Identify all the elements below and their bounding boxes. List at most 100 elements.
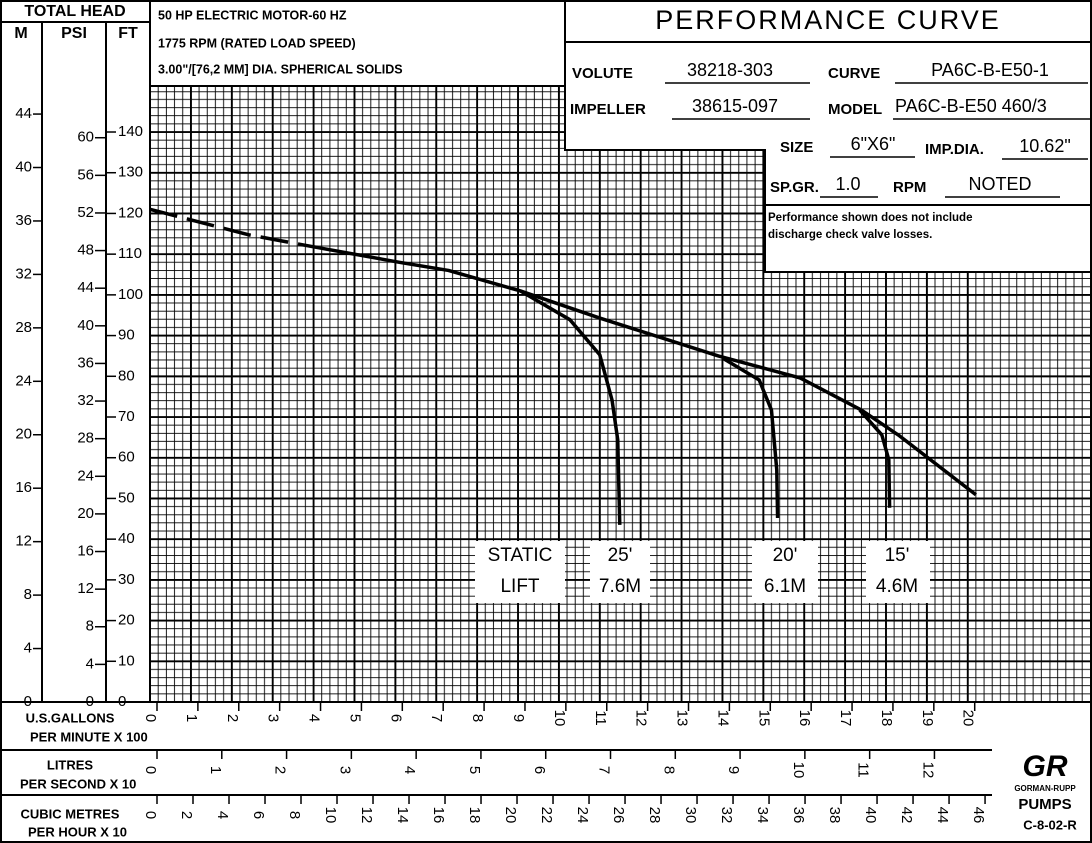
unit-label: M <box>14 25 27 42</box>
y-tick-label: 4 <box>86 655 94 672</box>
x-tick-label: 18 <box>878 710 895 727</box>
y-tick-label: 16 <box>77 542 94 559</box>
field-value: NOTED <box>969 174 1032 194</box>
x-tick-label: 46 <box>970 807 987 824</box>
x-tick-label: 10 <box>322 807 339 824</box>
x-tick-label: 28 <box>646 807 663 824</box>
x-tick-label: 44 <box>934 807 951 824</box>
field-value: 6"X6" <box>851 134 896 154</box>
x-tick-label: 0 <box>142 714 159 722</box>
y-tick-label: 28 <box>15 319 32 336</box>
y-tick-label: 90 <box>118 327 135 344</box>
x-tick-label: 6 <box>250 811 267 819</box>
x-tick-label: 12 <box>358 807 375 824</box>
y-tick-label: 56 <box>77 166 94 183</box>
y-tick-label: 16 <box>15 479 32 496</box>
y-tick-label: 0 <box>24 693 32 710</box>
y-tick-label: 40 <box>77 317 94 334</box>
x-tick-label: 5 <box>346 714 363 722</box>
y-tick-label: 60 <box>77 129 94 146</box>
motor-box <box>149 0 566 87</box>
x-tick-label: 32 <box>718 807 735 824</box>
x-tick-label: 10 <box>790 762 807 779</box>
y-tick-label: 20 <box>118 612 135 629</box>
y-tick-label: 44 <box>15 105 32 122</box>
x-axis-label: PER HOUR X 10 <box>28 824 127 839</box>
drawing-code: C-8-02-R <box>1023 817 1077 832</box>
y-tick-label: 40 <box>118 530 135 547</box>
field-value: 38615-097 <box>692 96 778 116</box>
y-tick-label: 8 <box>86 618 94 635</box>
x-tick-label: 7 <box>596 766 613 774</box>
x-tick-label: 4 <box>214 811 231 819</box>
x-tick-label: 40 <box>862 807 879 824</box>
x-tick-label: 14 <box>394 807 411 824</box>
x-tick-label: 3 <box>265 714 282 722</box>
x-tick-label: 42 <box>898 807 915 824</box>
field-value: 1.0 <box>835 174 860 194</box>
y-tick-label: 20 <box>77 505 94 522</box>
y-tick-label: 60 <box>118 449 135 466</box>
label-box <box>752 541 818 603</box>
x-tick-label: 15 <box>755 710 772 727</box>
y-tick-label: 50 <box>118 489 135 506</box>
x-tick-label: 22 <box>538 807 555 824</box>
x-axis-label: CUBIC METRES <box>21 806 120 821</box>
x-tick-label: 36 <box>790 807 807 824</box>
y-tick-label: 4 <box>24 640 32 657</box>
y-tick-label: 130 <box>118 164 143 181</box>
x-tick-label: 2 <box>224 714 241 722</box>
y-tick-label: 48 <box>77 242 94 259</box>
logo-text: GORMAN-RUPP <box>1014 784 1076 793</box>
x-tick-label: 34 <box>754 807 771 824</box>
x-axis-label: PER MINUTE X 100 <box>30 729 148 744</box>
y-tick-label: 120 <box>118 204 143 221</box>
y-tick-label: 8 <box>24 586 32 603</box>
x-tick-label: 20 <box>502 807 519 824</box>
unit-label: PSI <box>61 25 87 42</box>
note: Performance shown does not include <box>768 212 972 224</box>
field-label: SIZE <box>780 139 813 156</box>
y-tick-label: 100 <box>118 286 143 303</box>
y-tick-label: 110 <box>118 245 142 262</box>
y-tick-label: 32 <box>77 392 94 409</box>
x-tick-label: 10 <box>551 710 568 727</box>
x-tick-label: 8 <box>660 766 677 774</box>
x-tick-label: 13 <box>674 710 691 727</box>
head-curve <box>721 356 780 519</box>
x-tick-label: 11 <box>855 762 872 778</box>
y-tick-label: 24 <box>77 467 94 484</box>
x-tick-label: 1 <box>207 766 224 774</box>
y-tick-label: 44 <box>77 279 94 296</box>
unit-label: FT <box>118 25 138 42</box>
y-tick-label: 70 <box>118 408 135 425</box>
y-tick-label: 30 <box>118 571 135 588</box>
field-label: CURVE <box>828 65 880 82</box>
x-tick-label: 2 <box>178 811 195 819</box>
x-tick-label: 38 <box>826 807 843 824</box>
head-curve <box>858 408 892 508</box>
field-value: PA6C-B-E50-1 <box>931 60 1049 80</box>
x-tick-label: 1 <box>183 714 200 722</box>
total-head: TOTAL HEAD <box>24 3 125 20</box>
field-value: PA6C-B-E50 460/3 <box>895 96 1047 116</box>
x-tick-label: 9 <box>725 766 742 774</box>
x-axis-label: U.S.GALLONS <box>26 710 115 725</box>
x-tick-label: 26 <box>610 807 627 824</box>
x-tick-label: 30 <box>682 807 699 824</box>
field-value: 10.62" <box>1019 136 1070 156</box>
x-tick-label: 24 <box>574 807 591 824</box>
y-tick-label: 0 <box>86 693 94 710</box>
x-tick-label: 19 <box>919 710 936 727</box>
head-curve <box>519 289 622 525</box>
label-box <box>866 541 930 603</box>
x-tick-label: 9 <box>510 714 527 722</box>
annotation: STATIC <box>488 545 553 566</box>
x-tick-label: 2 <box>272 766 289 774</box>
curves: STATIC LIFT 25' 7.6M 20' 6.1M 15' 4.6M <box>149 207 977 603</box>
logo-text: PUMPS <box>1018 796 1071 813</box>
field-label: MODEL <box>828 101 882 118</box>
